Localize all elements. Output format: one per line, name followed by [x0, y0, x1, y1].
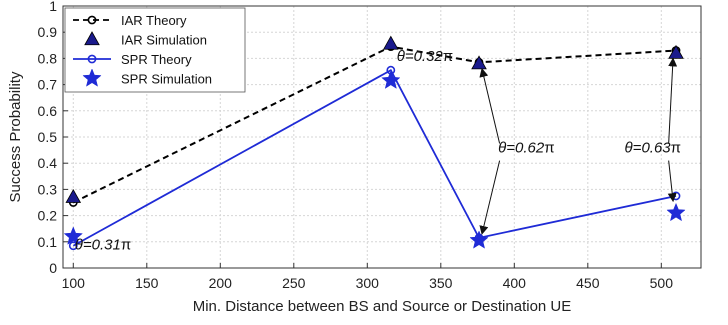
- x-tick-label: 350: [429, 275, 453, 291]
- series-spr-simulation: [63, 70, 686, 249]
- theta-annotation: θ=0.62π: [498, 140, 554, 157]
- y-tick-label: 0: [49, 260, 57, 276]
- x-tick-label: 100: [62, 275, 86, 291]
- annotation-arrow: [667, 160, 677, 203]
- y-tick-label: 0.3: [38, 181, 58, 197]
- data-point: [68, 241, 78, 251]
- data-point: [63, 226, 83, 245]
- annotation-arrow: [479, 67, 501, 144]
- legend-item: IAR Simulation: [84, 31, 207, 48]
- x-axis-label: Min. Distance between BS and Source or D…: [193, 298, 572, 315]
- x-tick-label: 150: [135, 275, 159, 291]
- y-tick-label: 0.5: [38, 129, 58, 145]
- legend-item: SPR Simulation: [82, 68, 212, 87]
- y-tick-label: 0.1: [38, 234, 58, 250]
- y-tick-label: 0.2: [38, 208, 58, 224]
- annotation-arrow: [479, 160, 501, 235]
- theta-annotation: θ=0.32π: [397, 48, 453, 65]
- legend-item: IAR Theory: [73, 13, 187, 28]
- legend-label: SPR Theory: [121, 52, 192, 67]
- annotations: θ=0.31π θ=0.32π θ=0.62π θ=0.63π: [75, 48, 681, 254]
- data-point: [383, 35, 399, 50]
- x-tick-label: 450: [576, 275, 600, 291]
- theta-annotation: θ=0.31π: [75, 237, 131, 254]
- y-axis-label: Success Probability: [7, 71, 24, 202]
- series-line: [72, 68, 677, 247]
- legend-item: SPR Theory: [73, 52, 192, 67]
- data-point: [469, 230, 489, 249]
- theta-annotation: θ=0.63π: [625, 140, 681, 157]
- legend-marker: [87, 54, 97, 64]
- legend-label: IAR Simulation: [121, 33, 207, 48]
- data-point: [666, 202, 686, 222]
- legend-marker: [87, 15, 97, 25]
- legend-label: SPR Simulation: [121, 72, 212, 87]
- y-tick-label: 0.9: [38, 24, 58, 40]
- legend-marker: [82, 68, 102, 87]
- data-point: [471, 55, 487, 70]
- y-tick-label: 1: [49, 0, 57, 14]
- axis-ticks: 100 150 200 250 300 350 400 450 500 0 0.1 0.2 0.3 0.4…: [38, 0, 674, 291]
- x-tick-label: 300: [356, 275, 380, 291]
- annotation-arrow: [668, 57, 678, 144]
- series-layer: [63, 35, 686, 251]
- y-tick-label: 0.8: [38, 50, 58, 66]
- series-iar-simulation: [65, 35, 684, 203]
- y-tick-label: 0.4: [38, 155, 58, 171]
- legend: IAR Theory IAR Simulation SPR Theory SPR Si…: [64, 7, 246, 93]
- y-tick-label: 0.7: [38, 77, 58, 93]
- x-tick-label: 500: [650, 275, 674, 291]
- data-point: [381, 70, 401, 89]
- x-tick-label: 400: [503, 275, 527, 291]
- x-tick-label: 250: [282, 275, 306, 291]
- legend-marker: [84, 31, 100, 46]
- x-tick-label: 200: [209, 275, 233, 291]
- y-tick-label: 0.6: [38, 103, 58, 119]
- data-point: [668, 44, 684, 59]
- legend-label: IAR Theory: [121, 13, 187, 28]
- data-point: [65, 188, 82, 203]
- series-line: [72, 45, 677, 204]
